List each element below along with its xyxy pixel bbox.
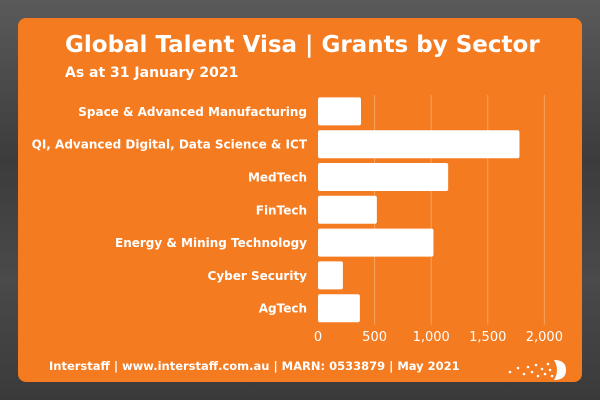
chart-title: Global Talent Visa | Grants by Sector — [65, 32, 540, 58]
category-label: Cyber Security — [208, 269, 308, 283]
bar — [318, 261, 343, 290]
bar — [318, 163, 449, 191]
interstaff-logo-icon — [508, 360, 566, 380]
category-label: MedTech — [248, 171, 307, 185]
category-label: AgTech — [259, 302, 307, 316]
chart-subtitle: As at 31 January 2021 — [65, 65, 239, 81]
category-label: QI, Advanced Digital, Data Science & ICT — [32, 138, 308, 152]
x-tick-label: 500 — [362, 330, 387, 345]
bar — [318, 195, 377, 224]
x-tick-label: 0 — [314, 330, 322, 345]
footer-text: Interstaff | www.interstaff.com.au | MAR… — [49, 359, 460, 373]
bar — [318, 97, 362, 126]
category-label: FinTech — [256, 203, 307, 217]
category-label: Space & Advanced Manufacturing — [78, 105, 307, 119]
x-tick-label: 1,000 — [413, 330, 450, 345]
bar — [318, 228, 434, 257]
bar — [318, 130, 520, 159]
x-tick-label: 2,000 — [526, 330, 563, 345]
x-tick-label: 1,500 — [469, 330, 506, 345]
bar — [318, 294, 360, 323]
category-label: Energy & Mining Technology — [115, 236, 307, 250]
